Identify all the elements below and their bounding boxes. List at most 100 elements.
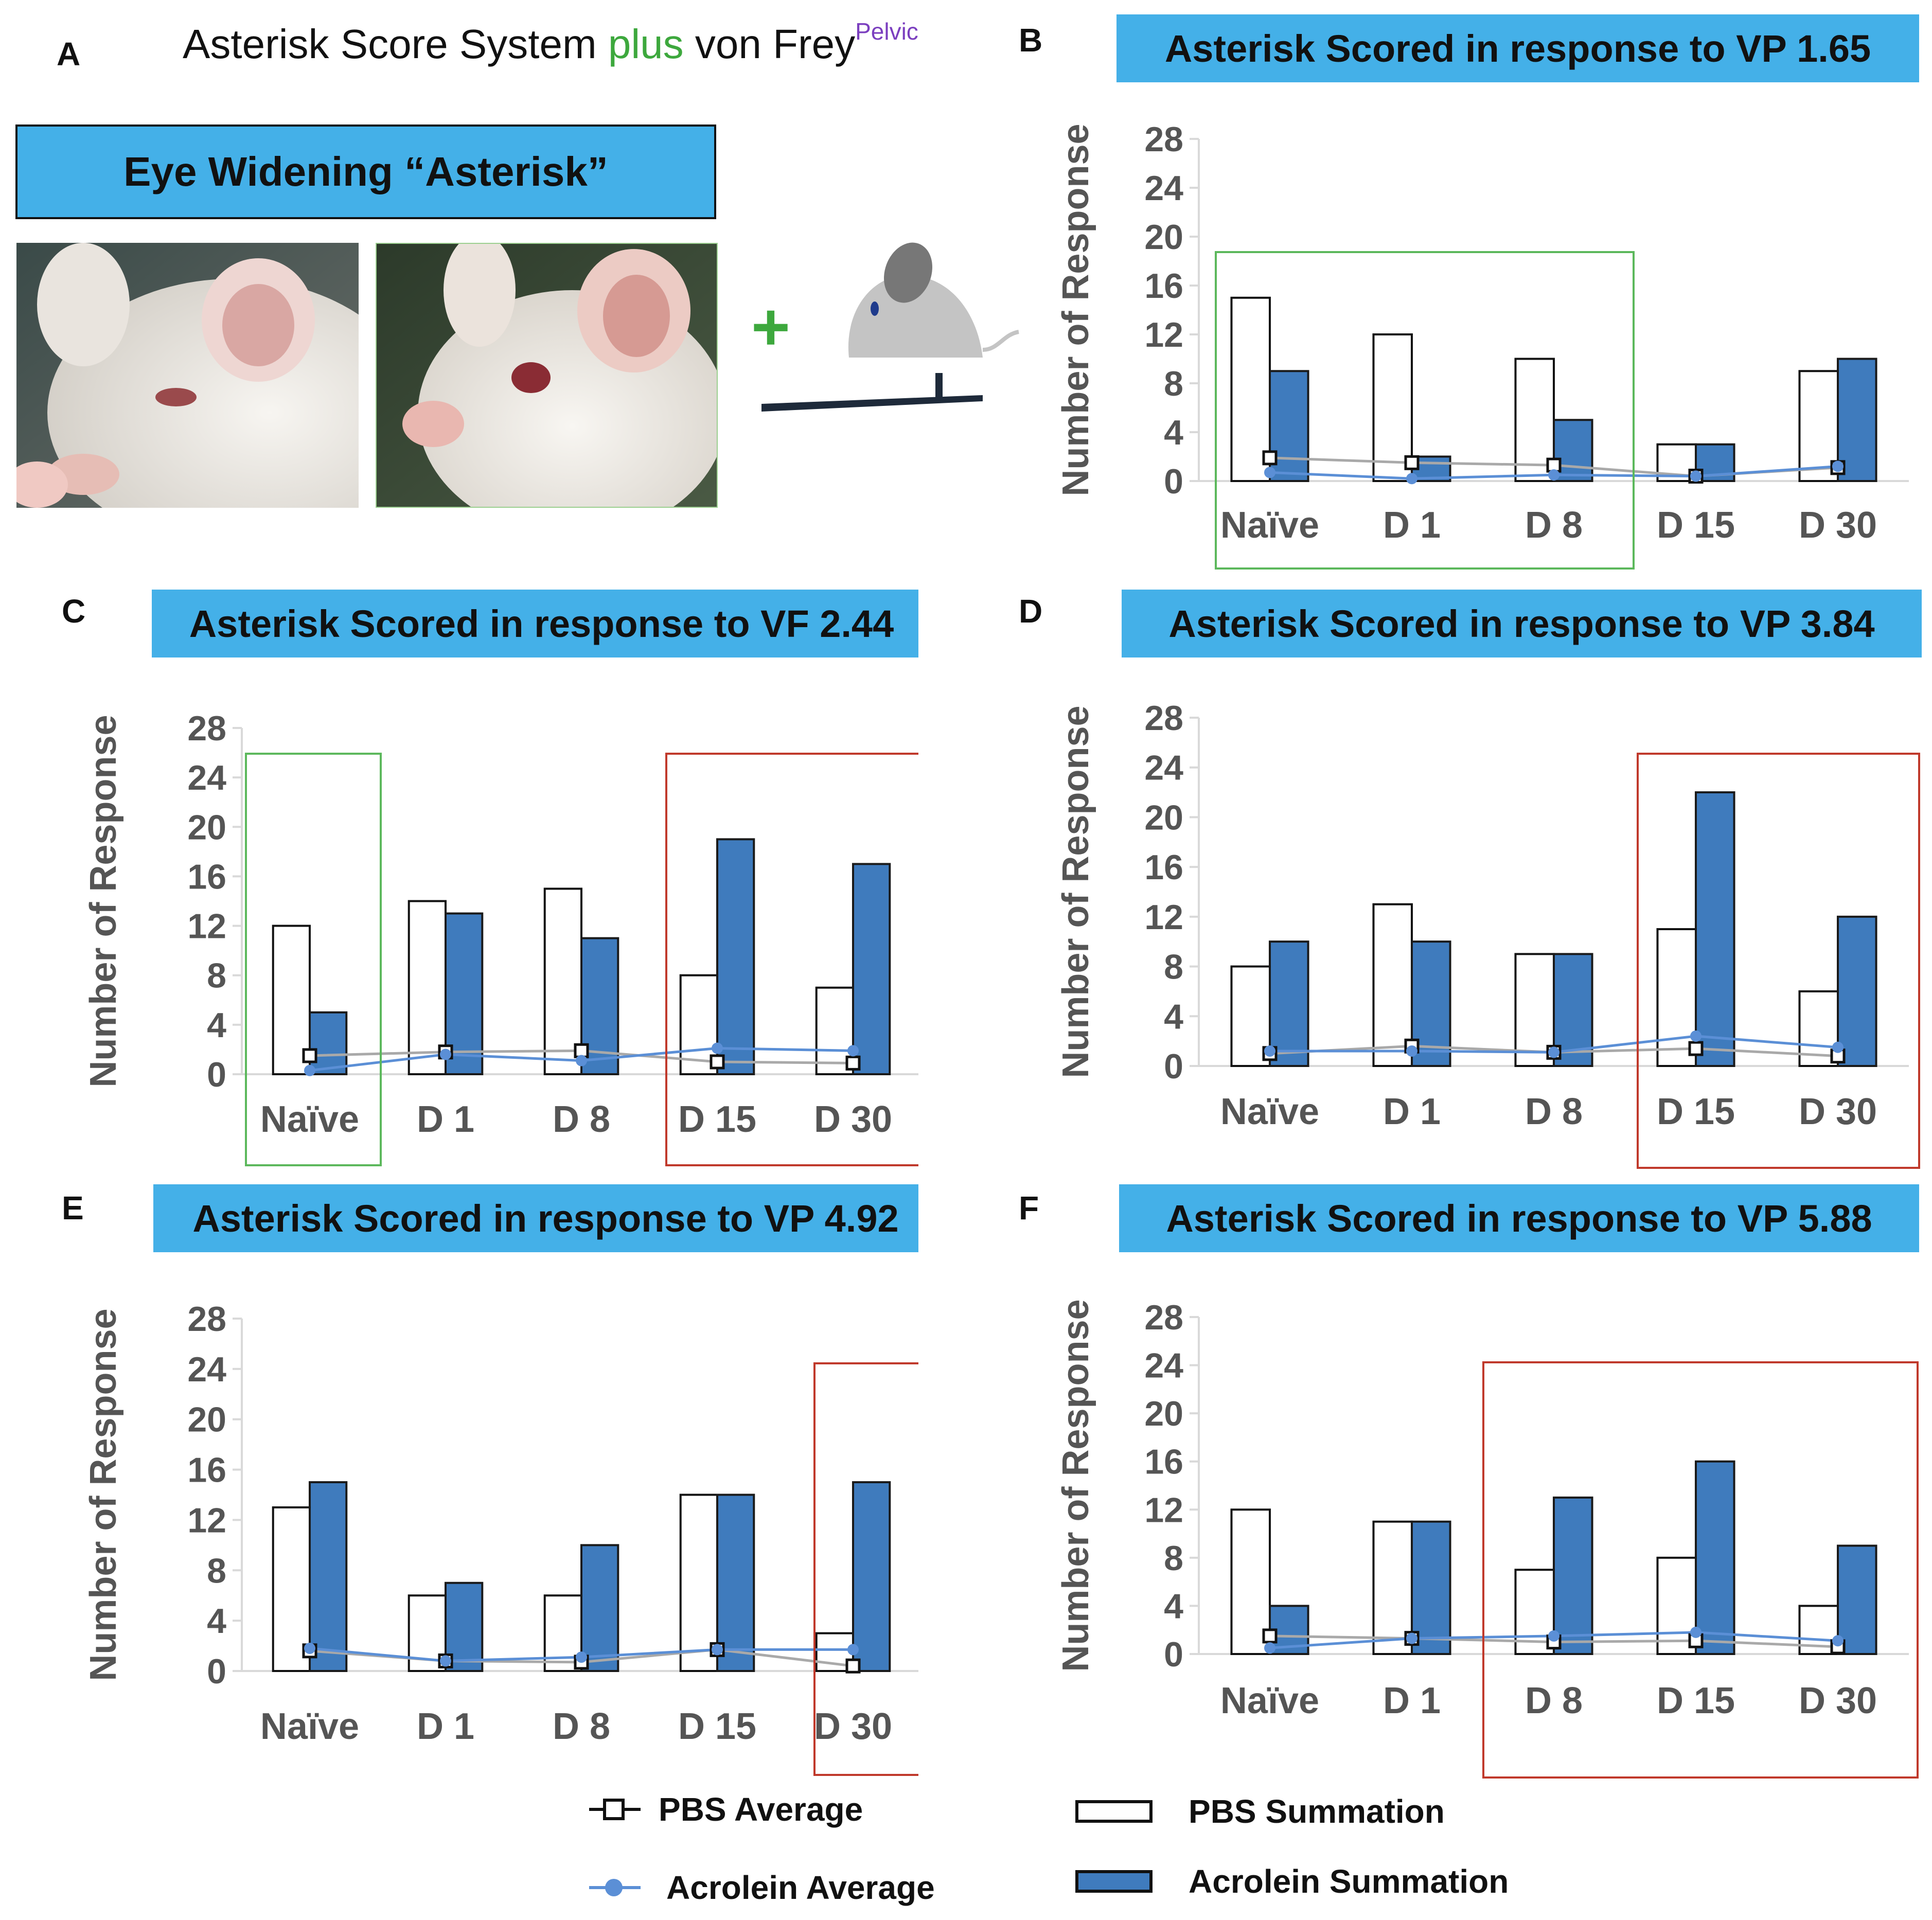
x-category-label: D 15 (1657, 1091, 1735, 1132)
x-category-label: D 1 (1383, 1680, 1441, 1721)
panel-letter-f: F (1019, 1189, 1039, 1226)
chart-title: Asterisk Scored in response to VP 4.92 (192, 1197, 898, 1240)
legend-acrolein-summation: Acrolein Summation (1075, 1862, 1509, 1900)
point-acrolein-average (847, 1045, 859, 1057)
x-category-label: D 30 (1799, 1091, 1877, 1132)
y-tick-label: 8 (1164, 948, 1183, 987)
legend-acrolein-average: Acrolein Average (587, 1869, 935, 1907)
highlight-box-green (245, 753, 382, 1166)
plus-sign: + (751, 289, 790, 364)
point-acrolein-average (1548, 1046, 1559, 1058)
bar-acrolein-summation (580, 937, 619, 1075)
y-tick-label: 4 (207, 1602, 226, 1641)
point-pbs-average (1688, 1041, 1704, 1056)
y-tick-label: 28 (1144, 699, 1183, 738)
y-axis-label: Number of Response (83, 715, 124, 1087)
y-tick-label: 28 (187, 709, 226, 748)
bar-acrolein-summation (1695, 1460, 1735, 1655)
pbs-average-marker-icon (589, 1799, 641, 1820)
x-category-label: Naïve (260, 1099, 359, 1140)
point-acrolein-average (847, 1644, 859, 1656)
header-main-text: Asterisk Score System (183, 21, 608, 67)
y-tick-label: 4 (1164, 1587, 1183, 1626)
point-acrolein-average (440, 1048, 451, 1060)
chart-svg-c: C Asterisk Scored in response to VF 2.44 0… (62, 590, 954, 1166)
chart-svg-d: D Asterisk Scored in response to VP 3.84 0… (1019, 590, 1922, 1169)
y-axis-label: Number of Response (1055, 705, 1096, 1078)
rat-photo-normal (16, 243, 359, 508)
point-acrolein-average (1406, 1632, 1417, 1644)
panel-letter-c: C (62, 593, 85, 630)
point-acrolein-average (576, 1651, 587, 1663)
y-tick-label: 12 (1144, 898, 1183, 937)
x-category-label: Naïve (260, 1706, 359, 1747)
point-acrolein-average (712, 1644, 723, 1656)
y-tick-label: 12 (1144, 1490, 1183, 1530)
x-category-label: Naïve (1220, 1091, 1319, 1132)
point-acrolein-average (1264, 467, 1275, 478)
point-acrolein-average (1690, 1030, 1701, 1042)
header-superscript: Pelvic (855, 18, 918, 45)
point-pbs-average (1262, 1628, 1278, 1644)
point-acrolein-average (304, 1642, 315, 1654)
x-category-label: D 8 (553, 1099, 610, 1140)
bar-acrolein-summation (580, 1544, 619, 1672)
y-tick-label: 20 (1144, 798, 1183, 837)
y-tick-label: 0 (207, 1652, 226, 1691)
bar-acrolein-summation (1553, 419, 1593, 482)
x-category-label: D 30 (814, 1099, 892, 1140)
y-axis-label: Number of Response (1055, 123, 1096, 496)
chart-svg-e: E Asterisk Scored in response to VP 4.92 0… (62, 1184, 954, 1776)
x-category-label: Naïve (1220, 1680, 1319, 1721)
point-acrolein-average (1406, 473, 1417, 485)
chart-title: Asterisk Scored in response to VP 5.88 (1166, 1197, 1872, 1240)
chart-title-bar (1116, 14, 1919, 82)
y-tick-label: 16 (187, 1451, 226, 1490)
point-acrolein-average (1832, 460, 1844, 472)
y-tick-label: 24 (187, 1350, 226, 1389)
y-tick-label: 0 (1164, 1047, 1183, 1086)
y-tick-label: 8 (207, 1551, 226, 1590)
chart-panel-d: D Asterisk Scored in response to VP 3.84 0… (1014, 571, 1932, 1194)
y-tick-label: 12 (187, 1501, 226, 1540)
eye-widening-label-box: Eye Widening “Asterisk” (15, 125, 716, 219)
y-tick-label: 16 (1144, 266, 1183, 306)
x-category-label: D 15 (678, 1099, 756, 1140)
y-tick-label: 24 (1144, 169, 1183, 208)
y-tick-label: 12 (1144, 315, 1183, 354)
y-tick-label: 4 (207, 1006, 226, 1045)
y-tick-label: 20 (1144, 1394, 1183, 1433)
y-tick-label: 8 (1164, 364, 1183, 403)
x-category-label: D 1 (417, 1706, 474, 1747)
point-acrolein-average (440, 1655, 451, 1667)
point-acrolein-average (1264, 1045, 1275, 1057)
y-tick-label: 16 (1144, 1443, 1183, 1482)
point-pbs-average (845, 1055, 861, 1071)
chart-title-bar (1119, 1184, 1919, 1252)
chart-svg-f: F Asterisk Scored in response to VP 5.88 0… (1019, 1184, 1919, 1779)
highlight-box-red (1637, 753, 1920, 1169)
bar-acrolein-summation (716, 838, 755, 1075)
bar-acrolein-summation (309, 1011, 348, 1075)
point-acrolein-average (1690, 1626, 1701, 1638)
acrolein-average-marker-icon (589, 1879, 641, 1896)
legend-acrolein-summation-label: Acrolein Summation (1189, 1863, 1509, 1900)
y-tick-label: 28 (187, 1300, 226, 1339)
x-category-label: D 30 (1799, 1680, 1877, 1721)
panel-a-header: Asterisk Score System plus von FreyPelvi… (183, 18, 918, 68)
y-tick-label: 0 (207, 1055, 226, 1094)
header-plus-word: plus (608, 21, 684, 67)
y-tick-label: 4 (1164, 413, 1183, 452)
bar-acrolein-summation (852, 863, 891, 1076)
y-tick-label: 8 (207, 956, 226, 995)
point-pbs-average (845, 1658, 861, 1674)
chart-panel-c: C Asterisk Scored in response to VF 2.44 0… (0, 571, 954, 1194)
x-category-label: D 8 (1525, 1680, 1583, 1721)
x-category-label: D 1 (417, 1099, 474, 1140)
point-acrolein-average (1406, 1045, 1417, 1057)
y-tick-label: 0 (1164, 462, 1183, 501)
panel-letter-d: D (1019, 593, 1042, 630)
chart-panel-b: B Asterisk Scored in response to VP 1.65 0… (1014, 0, 1932, 623)
y-tick-label: 24 (1144, 749, 1183, 788)
point-acrolein-average (1548, 1630, 1559, 1642)
